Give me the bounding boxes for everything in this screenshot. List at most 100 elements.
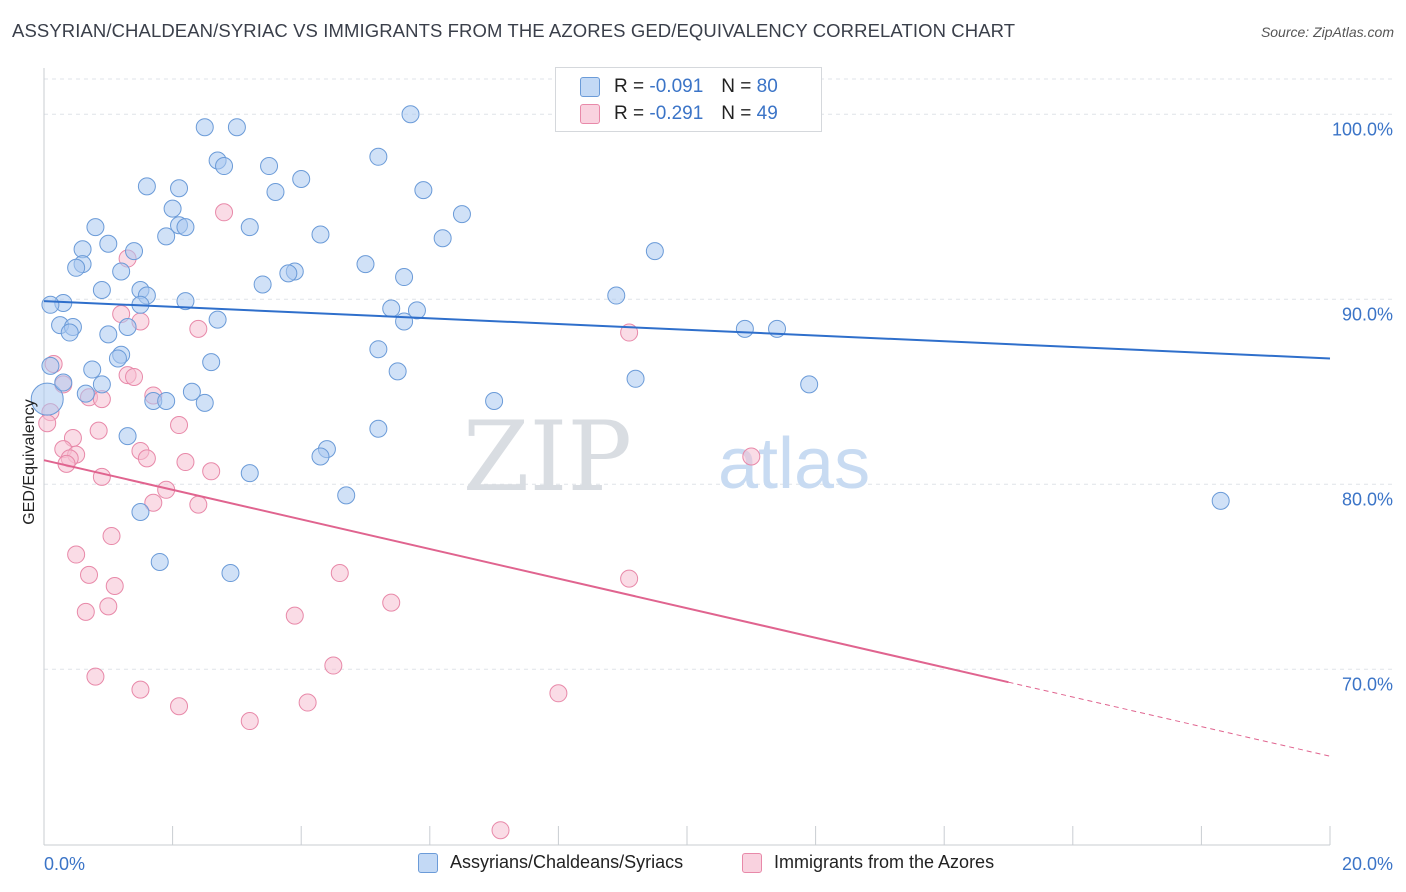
data-point-assyrian xyxy=(395,268,414,287)
data-point-azores xyxy=(742,447,761,466)
bottom-legend-swatch-assyrian xyxy=(418,852,438,873)
data-point-azores xyxy=(240,712,259,731)
legend-n-label: N = xyxy=(721,103,752,124)
data-point-azores xyxy=(324,656,343,675)
data-point-azores xyxy=(620,569,639,588)
data-point-azores xyxy=(38,414,57,433)
data-point-assyrian xyxy=(240,218,259,237)
data-point-assyrian xyxy=(311,225,330,244)
data-point-assyrian xyxy=(131,503,150,521)
data-point-assyrian xyxy=(176,292,195,311)
data-point-azores xyxy=(170,697,189,716)
legend-r-value-azores: -0.291 xyxy=(649,103,704,124)
watermark-atlas: atlas xyxy=(718,424,870,504)
data-point-assyrian xyxy=(86,218,105,237)
data-point-azores xyxy=(102,527,121,546)
data-point-assyrian xyxy=(125,242,144,261)
data-point-assyrian xyxy=(195,118,214,137)
data-point-assyrian xyxy=(337,486,356,505)
data-point-azores xyxy=(549,684,568,703)
data-point-assyrian xyxy=(92,375,111,394)
data-point-assyrian xyxy=(607,286,626,305)
trend-line-azores xyxy=(43,459,1009,684)
data-point-assyrian xyxy=(452,205,471,224)
legend-r-label: R = xyxy=(614,76,645,97)
bottom-legend-label-azores: Immigrants from the Azores xyxy=(774,852,995,872)
y-tick-label: 90.0% xyxy=(1342,304,1393,324)
data-point-azores xyxy=(144,493,163,512)
data-point-azores xyxy=(99,597,118,616)
data-point-assyrian xyxy=(356,255,375,274)
data-point-assyrian xyxy=(108,349,127,368)
data-point-azores xyxy=(170,416,189,435)
data-point-assyrian xyxy=(433,229,452,248)
data-point-assyrian xyxy=(395,312,414,331)
trend-line-assyrian xyxy=(43,300,1331,360)
data-point-assyrian xyxy=(54,373,73,392)
data-point-assyrian xyxy=(118,318,137,336)
data-point-assyrian xyxy=(195,393,214,412)
legend-r-label: R = xyxy=(614,103,645,124)
y-axis-label: GED/Equivalency xyxy=(21,399,38,525)
data-point-assyrian xyxy=(279,264,298,283)
data-point-assyrian xyxy=(163,199,182,218)
bottom-legend-assyrian: Assyrians/Chaldeans/Syriacs xyxy=(418,852,683,873)
data-point-azores xyxy=(491,821,510,840)
watermark-zip: ZIP xyxy=(463,401,632,513)
data-point-assyrian xyxy=(369,340,388,359)
data-point-azores xyxy=(330,564,349,583)
y-tick-label: 80.0% xyxy=(1342,489,1393,509)
series-assyrian-points xyxy=(30,105,1230,583)
data-point-assyrian xyxy=(118,427,137,446)
data-point-assyrian xyxy=(150,552,169,571)
data-point-assyrian xyxy=(369,419,388,438)
legend-n-value-assyrian: 80 xyxy=(756,76,778,97)
data-point-assyrian xyxy=(92,281,111,299)
data-point-azores xyxy=(92,467,111,486)
data-point-assyrian xyxy=(182,382,201,401)
data-point-assyrian xyxy=(41,295,60,314)
data-point-azores xyxy=(189,495,208,514)
trend-line-azores-dashed xyxy=(1008,681,1331,757)
data-point-assyrian xyxy=(99,325,118,344)
data-point-assyrian xyxy=(157,227,176,246)
x-tick-label: 0.0% xyxy=(44,854,85,874)
chart-title: ASSYRIAN/CHALDEAN/SYRIAC VS IMMIGRANTS F… xyxy=(12,20,1016,41)
bottom-legend-azores: Immigrants from the Azores xyxy=(742,852,994,873)
data-point-assyrian xyxy=(369,147,388,166)
data-point-assyrian xyxy=(157,392,176,410)
data-point-azores xyxy=(382,593,401,612)
legend-n-value-azores: 49 xyxy=(756,103,778,124)
y-tick-label: 70.0% xyxy=(1342,674,1393,694)
data-point-azores xyxy=(76,602,95,621)
data-point-azores xyxy=(125,367,144,386)
data-point-azores xyxy=(105,577,124,595)
data-point-assyrian xyxy=(202,353,221,372)
data-point-assyrian xyxy=(76,384,95,403)
legend-r-value-assyrian: -0.091 xyxy=(649,76,704,97)
data-point-assyrian xyxy=(1211,491,1230,510)
data-point-assyrian xyxy=(137,177,156,196)
data-point-azores xyxy=(131,680,150,699)
data-point-assyrian xyxy=(266,182,285,201)
data-point-azores xyxy=(215,203,234,222)
data-point-assyrian xyxy=(227,118,246,137)
axes xyxy=(43,68,1331,846)
data-point-assyrian xyxy=(401,105,420,124)
y-tick-label: 100.0% xyxy=(1332,119,1393,139)
data-point-azores xyxy=(89,421,108,440)
data-point-assyrian xyxy=(407,301,426,320)
data-point-assyrian xyxy=(253,275,272,294)
data-point-assyrian xyxy=(99,234,118,253)
source-label: Source: ZipAtlas.com xyxy=(1260,24,1394,40)
data-point-assyrian xyxy=(83,360,102,379)
legend-row-assyrian: R = -0.091 N = 80 xyxy=(580,75,778,99)
data-point-assyrian xyxy=(485,392,504,410)
data-point-assyrian xyxy=(112,262,131,281)
correlation-legend: R = -0.091 N = 80 R = -0.291 N = 49 xyxy=(555,67,822,132)
data-point-assyrian xyxy=(735,319,754,338)
data-point-assyrian xyxy=(60,323,79,342)
data-point-assyrian xyxy=(170,179,189,198)
data-point-assyrian xyxy=(240,464,259,483)
